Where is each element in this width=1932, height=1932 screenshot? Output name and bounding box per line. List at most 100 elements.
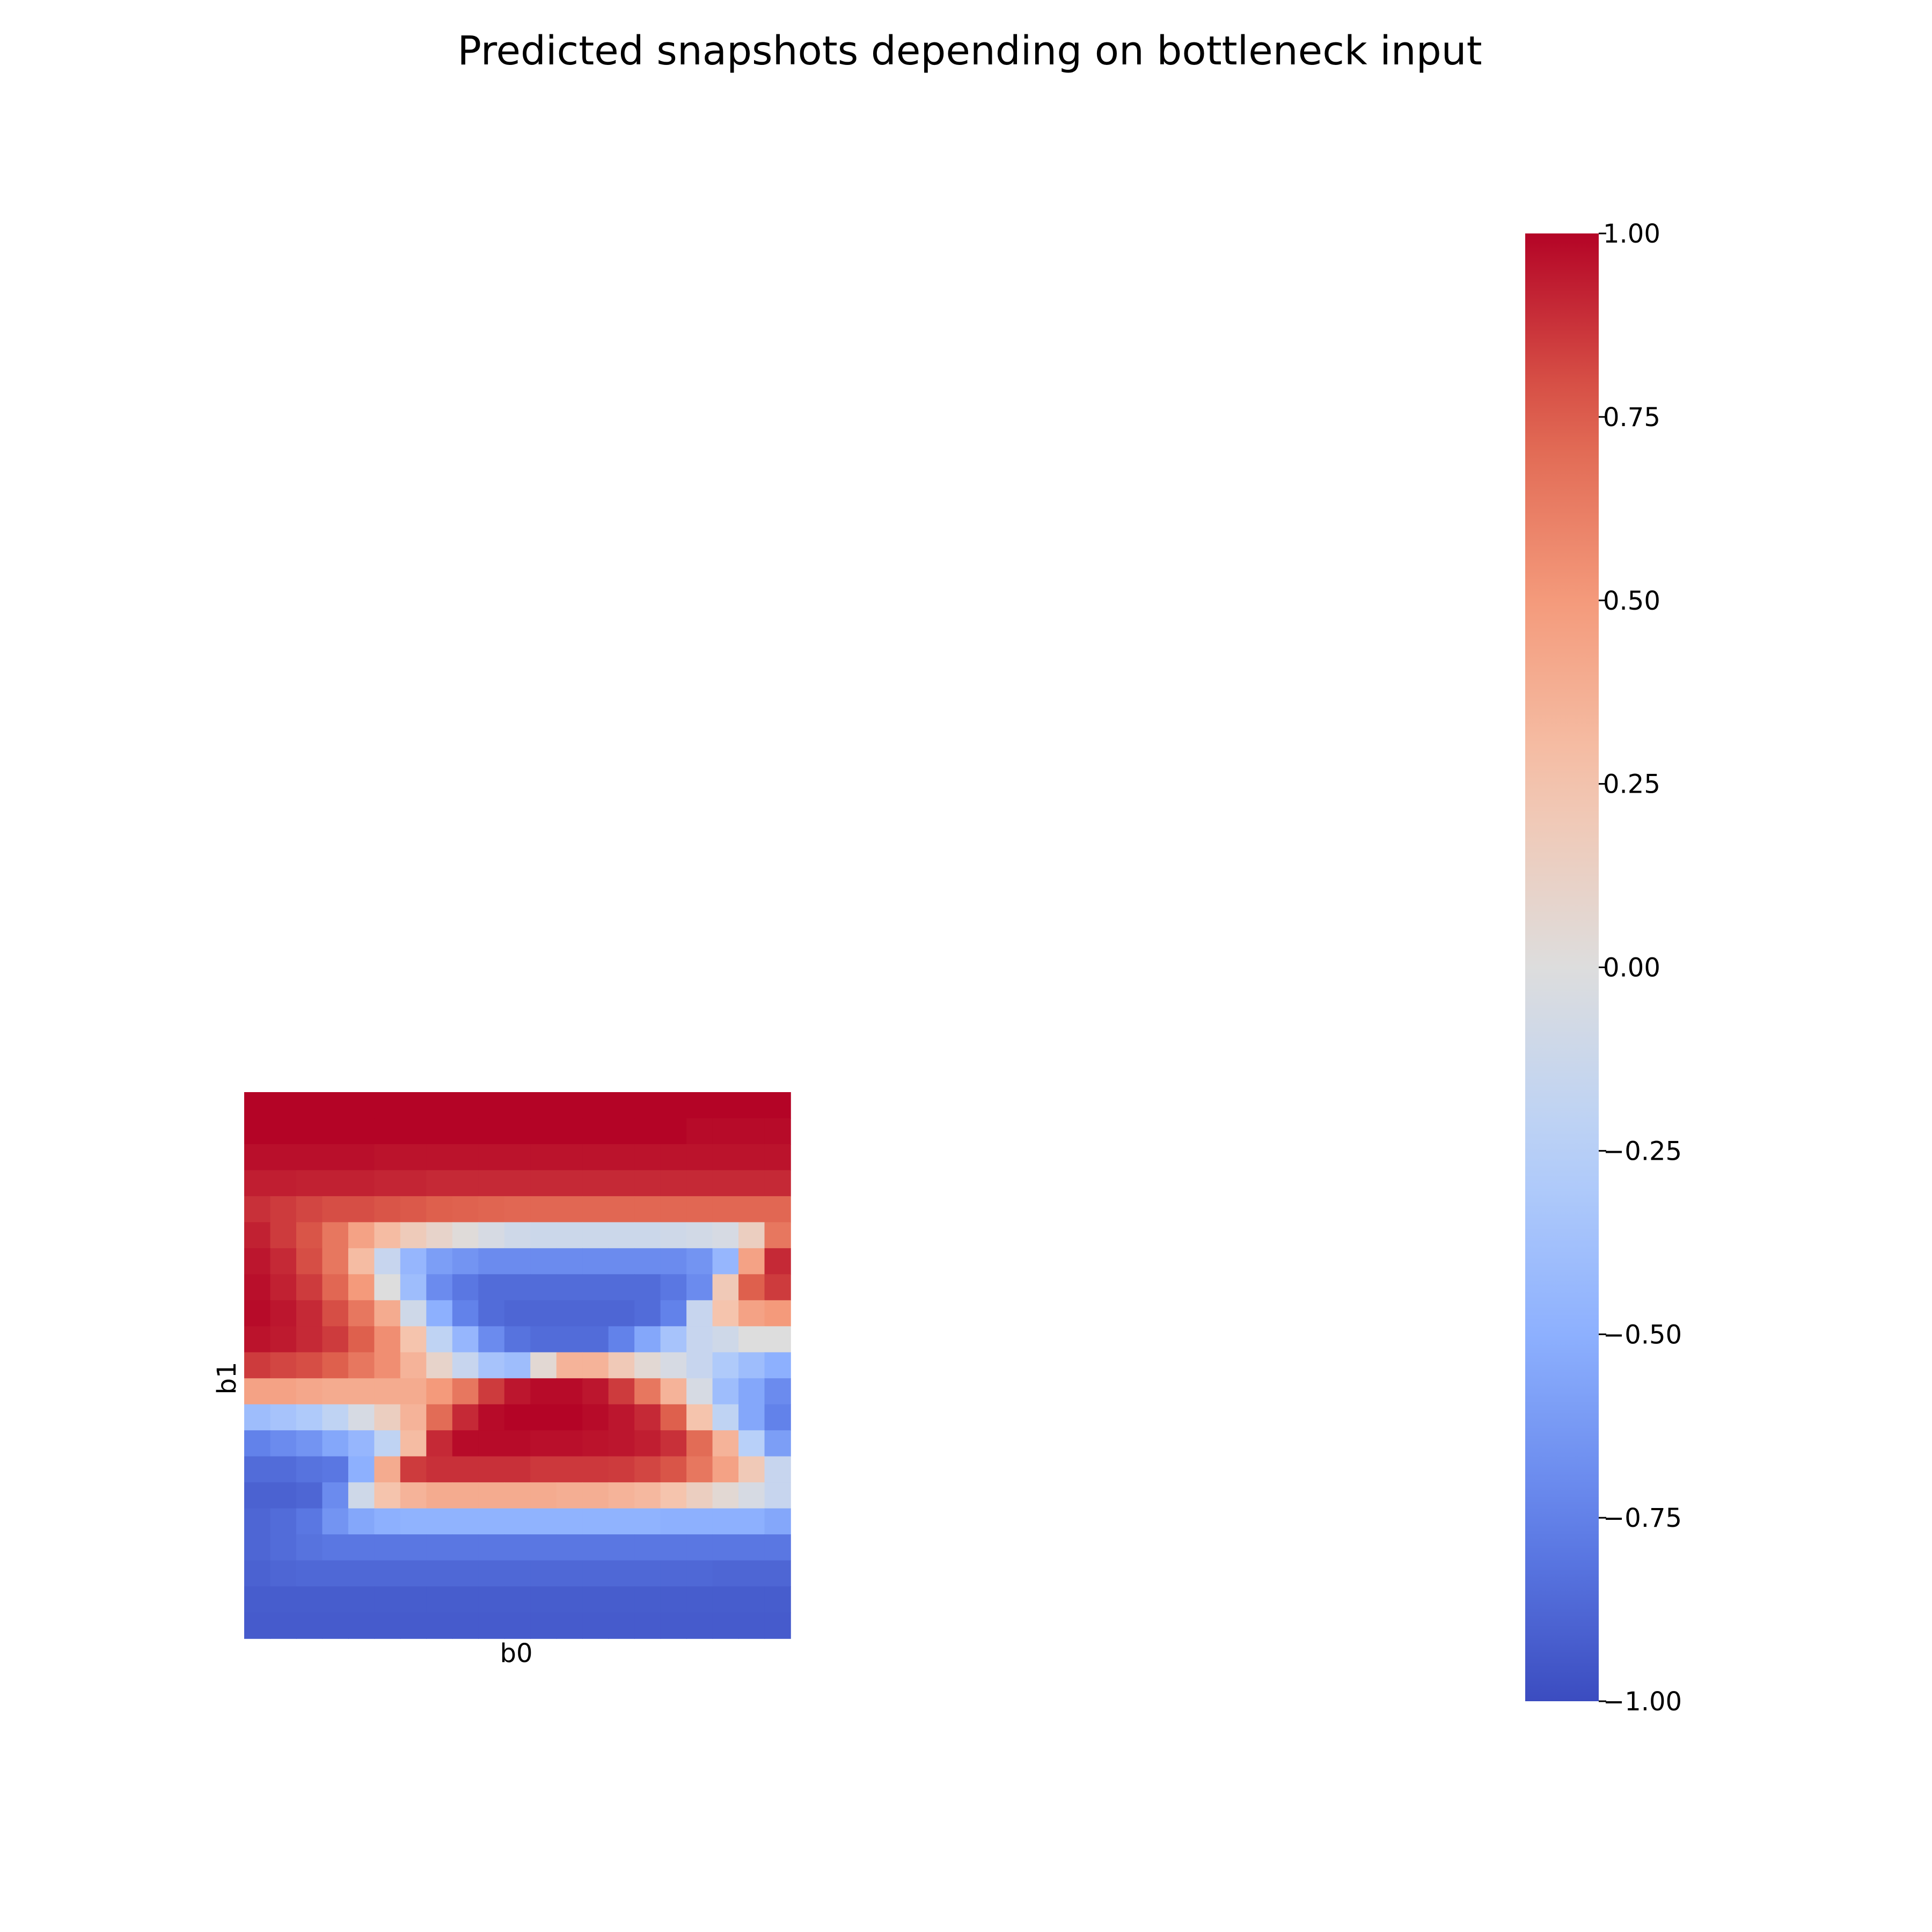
heatmap-cell xyxy=(348,1274,375,1301)
heatmap-cell xyxy=(348,1118,375,1145)
heatmap-cell xyxy=(738,1144,765,1171)
heatmap-cell xyxy=(712,1430,739,1457)
heatmap-cell xyxy=(322,1560,349,1587)
heatmap-cell xyxy=(608,1248,635,1275)
heatmap-cell xyxy=(504,1144,531,1171)
heatmap-cell xyxy=(478,1430,505,1457)
heatmap-cell xyxy=(764,1196,791,1223)
heatmap-cell xyxy=(270,1170,297,1197)
heatmap-cell xyxy=(686,1196,713,1223)
heatmap-cell xyxy=(712,1534,739,1561)
heatmap-cell xyxy=(660,1352,687,1379)
heatmap-cell xyxy=(270,1560,297,1587)
colorbar-tick-label: 1.00 xyxy=(1603,219,1660,249)
heatmap-cell xyxy=(400,1118,427,1145)
heatmap-cell xyxy=(296,1144,323,1171)
heatmap-cell xyxy=(530,1092,557,1119)
heatmap-cell xyxy=(556,1378,583,1405)
heatmap-cell xyxy=(556,1430,583,1457)
heatmap-cell xyxy=(400,1196,427,1223)
heatmap-cell xyxy=(374,1404,401,1431)
heatmap-cell xyxy=(296,1352,323,1379)
heatmap-cell xyxy=(478,1196,505,1223)
heatmap-cell xyxy=(686,1274,713,1301)
heatmap-cell xyxy=(530,1586,557,1613)
heatmap-cell xyxy=(556,1560,583,1587)
heatmap-cell xyxy=(556,1404,583,1431)
heatmap-cell xyxy=(738,1326,765,1353)
heatmap-cell xyxy=(244,1300,271,1327)
heatmap-cell xyxy=(634,1508,661,1535)
heatmap-cell xyxy=(296,1404,323,1431)
heatmap-cell xyxy=(504,1222,531,1249)
heatmap-cell xyxy=(764,1222,791,1249)
heatmap-cell xyxy=(712,1404,739,1431)
heatmap-cell xyxy=(348,1352,375,1379)
heatmap-cell xyxy=(712,1612,739,1639)
heatmap-cell xyxy=(348,1300,375,1327)
heatmap-cell xyxy=(660,1170,687,1197)
heatmap-cell xyxy=(374,1456,401,1483)
heatmap-cell xyxy=(582,1482,609,1509)
heatmap-cell xyxy=(504,1456,531,1483)
heatmap-cell xyxy=(712,1560,739,1587)
heatmap-cell xyxy=(634,1300,661,1327)
heatmap-cell xyxy=(374,1170,401,1197)
heatmap-cell xyxy=(660,1508,687,1535)
heatmap-cell xyxy=(738,1248,765,1275)
heatmap-cell xyxy=(400,1482,427,1509)
heatmap-cell xyxy=(712,1508,739,1535)
heatmap-cell xyxy=(374,1586,401,1613)
heatmap-cell xyxy=(660,1456,687,1483)
heatmap-cell xyxy=(530,1352,557,1379)
heatmap-cell xyxy=(660,1404,687,1431)
heatmap-cell xyxy=(270,1326,297,1353)
heatmap-cell xyxy=(426,1274,453,1301)
heatmap-cell xyxy=(270,1248,297,1275)
heatmap-cell xyxy=(686,1118,713,1145)
heatmap-cell xyxy=(348,1144,375,1171)
heatmap-cell xyxy=(764,1300,791,1327)
heatmap-cell xyxy=(582,1508,609,1535)
heatmap-cell xyxy=(244,1144,271,1171)
heatmap-cell xyxy=(296,1196,323,1223)
heatmap-cell xyxy=(348,1586,375,1613)
heatmap-cell xyxy=(712,1352,739,1379)
heatmap-cell xyxy=(582,1456,609,1483)
heatmap-cell xyxy=(582,1092,609,1119)
heatmap-cell xyxy=(738,1222,765,1249)
heatmap-cell xyxy=(426,1118,453,1145)
heatmap-cell xyxy=(608,1430,635,1457)
heatmap-cell xyxy=(556,1326,583,1353)
heatmap-cell xyxy=(530,1300,557,1327)
heatmap-cell xyxy=(712,1222,739,1249)
heatmap-cell xyxy=(530,1404,557,1431)
heatmap-cell xyxy=(400,1508,427,1535)
heatmap-cell xyxy=(296,1586,323,1613)
heatmap-cell xyxy=(582,1586,609,1613)
heatmap-cell xyxy=(712,1144,739,1171)
heatmap-cell xyxy=(634,1196,661,1223)
heatmap-cell xyxy=(582,1612,609,1639)
heatmap-cell xyxy=(400,1170,427,1197)
heatmap-cell xyxy=(738,1560,765,1587)
heatmap-cell xyxy=(764,1404,791,1431)
heatmap-cell xyxy=(478,1170,505,1197)
heatmap-cell xyxy=(400,1300,427,1327)
heatmap-cell xyxy=(348,1560,375,1587)
heatmap-cell xyxy=(764,1274,791,1301)
heatmap-cell xyxy=(478,1092,505,1119)
heatmap-cell xyxy=(504,1274,531,1301)
heatmap-cell xyxy=(504,1404,531,1431)
heatmap-cell xyxy=(686,1144,713,1171)
heatmap-cell xyxy=(296,1482,323,1509)
heatmap-cell xyxy=(270,1378,297,1405)
heatmap-cell xyxy=(348,1326,375,1353)
heatmap-cell xyxy=(582,1560,609,1587)
heatmap-cell xyxy=(764,1092,791,1119)
heatmap-cell xyxy=(608,1222,635,1249)
heatmap-cell xyxy=(478,1612,505,1639)
heatmap-cell xyxy=(296,1534,323,1561)
colorbar-tick-label: 0.50 xyxy=(1603,586,1660,616)
heatmap-cell xyxy=(764,1352,791,1379)
